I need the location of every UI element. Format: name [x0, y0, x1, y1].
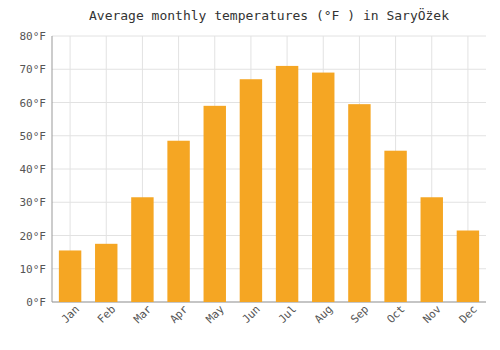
x-tick-label: Sep: [348, 303, 371, 326]
y-grid-line: [52, 36, 486, 37]
y-tick-label: 80°F: [20, 30, 47, 43]
bar: [421, 197, 443, 302]
y-grid-line: [52, 102, 486, 103]
x-tick-label: Oct: [384, 303, 407, 326]
bar: [312, 73, 334, 302]
y-axis-line: [52, 36, 53, 302]
x-tick-label: Jun: [240, 303, 263, 326]
x-tick-label: May: [203, 302, 227, 326]
y-grid-line: [52, 169, 486, 170]
chart-container: Average monthly temperatures (°F ) in Sa…: [0, 0, 500, 350]
bar: [457, 231, 479, 302]
bar: [95, 244, 117, 302]
y-grid-line: [52, 135, 486, 136]
x-tick-label: Jan: [59, 303, 82, 326]
x-tick-label: Jul: [276, 303, 299, 326]
bar: [348, 104, 370, 302]
chart-title: Average monthly temperatures (°F ) in Sa…: [89, 7, 449, 23]
bar: [167, 141, 189, 302]
x-tick-label: Dec: [457, 303, 480, 326]
x-tick-label: Apr: [167, 302, 191, 326]
y-tick-label: 0°F: [26, 296, 46, 309]
bar: [240, 79, 262, 302]
y-tick-label: 30°F: [20, 196, 47, 209]
x-tick-label: Feb: [95, 303, 118, 326]
x-tick-label: Nov: [420, 302, 444, 326]
y-tick-label: 10°F: [20, 263, 47, 276]
x-tick-label: Mar: [131, 302, 155, 326]
grid: [52, 36, 486, 302]
y-tick-label: 50°F: [20, 130, 47, 143]
bars: [59, 66, 479, 302]
y-tick-label: 40°F: [20, 163, 47, 176]
y-grid-line: [52, 69, 486, 70]
axes: 0°F 10°F 20°F 30°F 40°F 50°F 60°F 70°F 80°F Jan Fe…: [20, 30, 487, 326]
y-tick-label: 70°F: [20, 63, 47, 76]
bar: [384, 151, 406, 302]
y-tick-label: 60°F: [20, 97, 47, 110]
bar: [131, 197, 153, 302]
bar: [59, 250, 81, 302]
y-tick-label: 20°F: [20, 230, 47, 243]
chart-svg: Average monthly temperatures (°F ) in Sa…: [0, 0, 500, 350]
bar: [204, 106, 226, 302]
bar: [276, 66, 298, 302]
x-tick-label: Aug: [312, 303, 335, 326]
